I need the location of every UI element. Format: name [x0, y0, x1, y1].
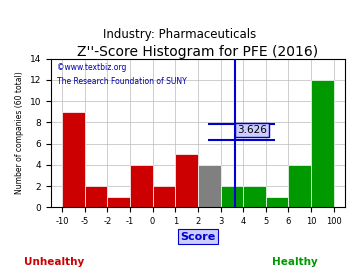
Bar	[243, 186, 266, 207]
Bar	[198, 165, 221, 207]
Text: The Research Foundation of SUNY: The Research Foundation of SUNY	[57, 76, 186, 86]
Bar	[175, 154, 198, 207]
Text: Unhealthy: Unhealthy	[24, 256, 84, 266]
Bar	[107, 197, 130, 207]
Bar	[153, 186, 175, 207]
Text: 3.626: 3.626	[237, 125, 267, 135]
Bar	[130, 165, 153, 207]
Title: Z''-Score Histogram for PFE (2016): Z''-Score Histogram for PFE (2016)	[77, 45, 319, 59]
Text: ©www.textbiz.org: ©www.textbiz.org	[57, 63, 126, 72]
Bar	[311, 80, 334, 207]
Text: Industry: Pharmaceuticals: Industry: Pharmaceuticals	[103, 28, 257, 41]
Bar	[266, 197, 288, 207]
Bar	[85, 186, 107, 207]
Bar	[62, 112, 85, 207]
Bar	[288, 165, 311, 207]
Y-axis label: Number of companies (60 total): Number of companies (60 total)	[15, 72, 24, 194]
Bar	[221, 186, 243, 207]
X-axis label: Score: Score	[180, 231, 216, 241]
Text: Healthy: Healthy	[272, 256, 318, 266]
